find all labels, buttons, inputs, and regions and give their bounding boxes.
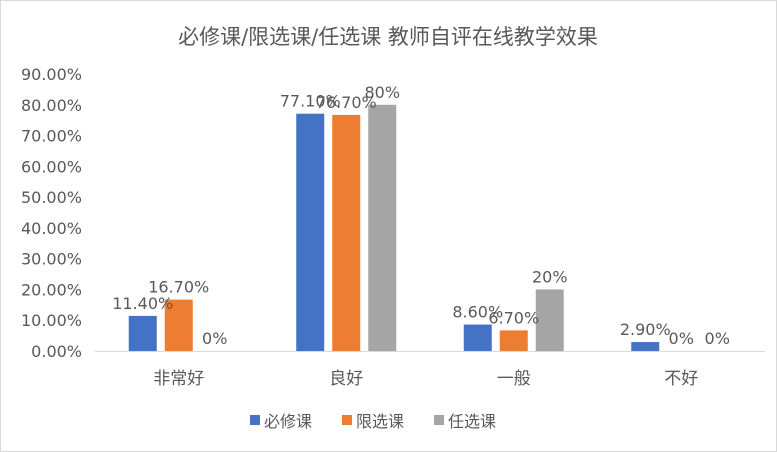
bar (128, 315, 157, 351)
data-label: 6.70% (488, 308, 539, 327)
data-label: 80% (364, 83, 400, 102)
y-tick-label: 10.00% (21, 311, 82, 330)
bar (463, 324, 492, 351)
bar (631, 342, 660, 351)
x-category-label: 非常好 (153, 369, 204, 389)
y-tick-label: 60.00% (21, 157, 82, 176)
y-tick-label: 50.00% (21, 188, 82, 207)
bar (368, 104, 397, 352)
axes: 0.00% 10.00% 20.00% 30.00% 40.00% 50.00% 60.00… (21, 65, 765, 389)
bar (296, 113, 325, 351)
y-tick-label: 0.00% (31, 342, 82, 361)
data-label: 77.10% (280, 92, 341, 111)
data-label: 0% (705, 329, 730, 348)
data-label: 8.60% (452, 303, 503, 322)
legend-swatch (434, 415, 444, 425)
bar (499, 330, 528, 351)
legend: 必修课 限选课 任选课 (250, 412, 496, 431)
bar (535, 289, 564, 351)
x-category-label: 一般 (497, 369, 531, 389)
legend-label: 必修课 (264, 412, 312, 431)
legend-swatch (342, 415, 352, 425)
data-label: 0% (202, 329, 227, 348)
legend-label: 任选课 (448, 412, 496, 431)
y-tick-label: 20.00% (21, 280, 82, 299)
bars (128, 104, 660, 352)
data-label: 11.40% (112, 294, 173, 313)
data-labels: 11.40%16.70% 0% 77.10%76.70%80% 8.60%6.70% 2… (112, 83, 730, 348)
y-tick-label: 70.00% (21, 127, 82, 146)
chart-title: 必修课/限选课/任选课 教师自评在线教学效果 (178, 25, 598, 49)
x-category-label: 良好 (329, 369, 363, 389)
legend-label: 限选课 (356, 412, 404, 431)
y-tick-label: 40.00% (21, 219, 82, 238)
bar (332, 114, 361, 351)
bar (164, 299, 193, 351)
y-tick-label: 80.00% (21, 96, 82, 115)
data-label: 16.70% (148, 278, 209, 297)
x-category-label: 不好 (664, 369, 698, 389)
data-label: 2.90% (620, 320, 671, 339)
y-tick-label: 90.00% (21, 65, 82, 84)
data-label: 76.70% (316, 93, 377, 112)
legend-swatch (250, 415, 260, 425)
data-label: 20% (532, 267, 568, 286)
y-tick-label: 30.00% (21, 250, 82, 269)
data-label: 0% (669, 329, 694, 348)
